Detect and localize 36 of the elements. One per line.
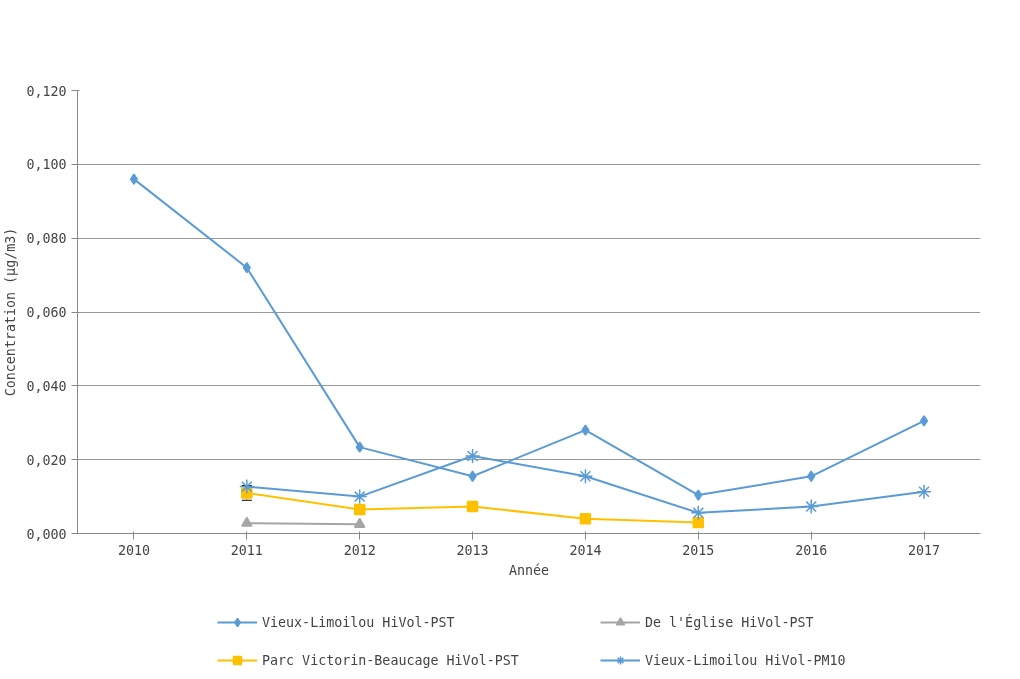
legend-label: De l'Église HiVol-PST	[645, 614, 815, 630]
y-tick-label: 0,100	[26, 157, 67, 173]
x-tick-label: 2014	[569, 542, 602, 558]
point	[353, 503, 366, 516]
x-tick-label: 2012	[343, 542, 376, 558]
point	[581, 424, 590, 436]
point	[916, 484, 932, 500]
point	[464, 448, 481, 464]
point	[355, 441, 364, 453]
point	[690, 505, 707, 521]
y-tick-label: 0,020	[26, 452, 67, 468]
x-tick-label: 2013	[456, 542, 489, 558]
point	[694, 489, 703, 501]
x-axis-title: Année	[508, 562, 550, 578]
point	[577, 468, 594, 485]
x-tick-label: 2011	[230, 542, 263, 558]
point	[466, 500, 479, 513]
point	[239, 478, 255, 495]
point	[129, 173, 139, 185]
point	[351, 488, 368, 505]
y-tick-label: 0,080	[26, 231, 67, 247]
y-tick-label: 0,040	[26, 378, 67, 394]
x-tick-label: 2010	[117, 542, 150, 558]
y-tick-label: 0,000	[26, 526, 67, 542]
point	[803, 498, 819, 515]
point	[579, 512, 592, 525]
point	[919, 415, 929, 427]
x-tick-label: 2015	[682, 542, 715, 558]
legend-label: Parc Victorin-Beaucage HiVol-PST	[262, 652, 520, 668]
x-tick-label: 2016	[795, 542, 828, 558]
legend-label: Vieux-Limoilou HiVol-PM10	[645, 652, 847, 668]
y-tick-label: 0,120	[26, 83, 67, 99]
y-axis-title: Concentration (µg/m3)	[3, 227, 19, 397]
y-tick-label: 0,060	[26, 305, 67, 320]
x-tick-label: 2017	[908, 542, 941, 558]
legend-label: Vieux-Limoilou HiVol-PST	[262, 614, 456, 630]
